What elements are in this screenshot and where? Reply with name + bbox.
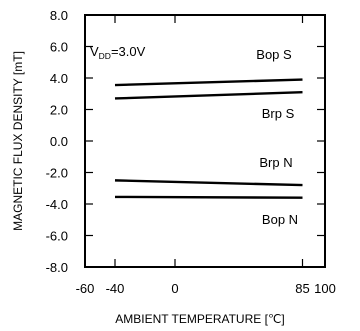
y-axis-title: MAGNETIC FLUX DENSITY [mT] xyxy=(11,51,25,231)
series-layer xyxy=(114,78,303,199)
y-tick-label: -4.0 xyxy=(46,197,68,212)
x-tick-label: -60 xyxy=(76,281,95,296)
series-line-brp-s xyxy=(114,90,303,100)
x-tick-label: -40 xyxy=(106,281,125,296)
condition-label: VDD=3.0V xyxy=(90,44,146,61)
x-axis-title: AMBIENT TEMPERATURE [℃] xyxy=(115,312,285,326)
y-tick-label: 8.0 xyxy=(50,8,68,23)
condition-rest: =3.0V xyxy=(111,44,146,59)
y-tick-label: -2.0 xyxy=(46,166,68,181)
series-line-bop-s xyxy=(114,78,303,87)
y-tick-label: -8.0 xyxy=(46,260,68,275)
y-tick-label: -6.0 xyxy=(46,229,68,244)
y-tick-label: 2.0 xyxy=(50,103,68,118)
x-tick-label: 100 xyxy=(314,281,336,296)
condition-sub: DD xyxy=(99,51,111,61)
series-line-bop-n xyxy=(114,195,303,199)
x-tick-label: 0 xyxy=(171,281,178,296)
series-label: Bop S xyxy=(256,47,292,62)
series-line-brp-n xyxy=(114,179,303,187)
y-tick-label: 6.0 xyxy=(50,40,68,55)
series-label: Brp S xyxy=(262,106,295,121)
condition-base: V xyxy=(90,44,99,59)
x-tick-label: 85 xyxy=(295,281,309,296)
series-label: Bop N xyxy=(262,212,298,227)
y-tick-label: 4.0 xyxy=(50,71,68,86)
y-tick-label: 0.0 xyxy=(50,134,68,149)
series-label: Brp N xyxy=(259,155,292,170)
labels-layer: 8.0 6.0 4.0 2.0 0.0 -2.0 -4.0 -6.0 -8.0 -60 -40 0 85… xyxy=(46,8,336,296)
plot-frame xyxy=(84,14,326,268)
